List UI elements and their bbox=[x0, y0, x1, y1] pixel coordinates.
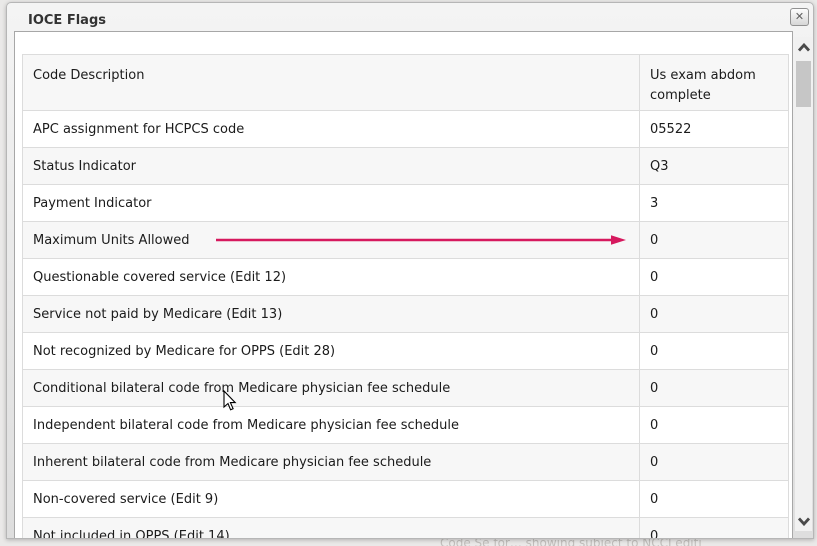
row-value: 0 bbox=[639, 333, 788, 369]
table-row: Maximum Units Allowed 0 bbox=[23, 221, 788, 258]
row-value: 0 bbox=[639, 259, 788, 295]
table-row: Non-covered service (Edit 9) 0 bbox=[23, 480, 788, 517]
scrollbar-thumb[interactable] bbox=[796, 61, 811, 107]
close-icon: ✕ bbox=[794, 10, 805, 23]
row-label: Independent bilateral code from Medicare… bbox=[33, 417, 460, 433]
table-row: Not recognized by Medicare for OPPS (Edi… bbox=[23, 332, 788, 369]
row-value: 0 bbox=[639, 222, 788, 258]
column-header-code-description: Code Description bbox=[33, 68, 145, 83]
chevron-up-icon bbox=[797, 42, 810, 51]
dialog-title: IOCE Flags bbox=[28, 13, 106, 28]
row-value: 3 bbox=[639, 185, 788, 221]
row-label: Inherent bilateral code from Medicare ph… bbox=[33, 454, 432, 470]
scroll-up-button[interactable] bbox=[795, 37, 812, 57]
table-row: Inherent bilateral code from Medicare ph… bbox=[23, 443, 788, 480]
row-label: Questionable covered service (Edit 12) bbox=[33, 269, 287, 285]
row-label: Maximum Units Allowed bbox=[23, 222, 639, 258]
dialog-titlebar: IOCE Flags ✕ bbox=[7, 3, 813, 30]
row-value: 0 bbox=[639, 518, 788, 538]
row-label: Conditional bilateral code from Medicare… bbox=[33, 380, 451, 396]
table-row: Payment Indicator 3 bbox=[23, 184, 788, 221]
table-header-row: Code Description Us exam abdom complete bbox=[23, 55, 788, 110]
row-label: Not recognized by Medicare for OPPS (Edi… bbox=[33, 343, 336, 359]
background-page-text: Code Se for… showing subject to NCCI edi… bbox=[440, 536, 702, 546]
row-value: 0 bbox=[639, 370, 788, 406]
row-value: 0 bbox=[639, 444, 788, 480]
table-row: Questionable covered service (Edit 12) 0 bbox=[23, 258, 788, 295]
ioce-flags-table: Code Description Us exam abdom complete … bbox=[22, 54, 789, 539]
table-row: Status Indicator Q3 bbox=[23, 147, 788, 184]
table-row: Conditional bilateral code from Medicare… bbox=[23, 369, 788, 406]
row-label: Not included in OPPS (Edit 14) bbox=[33, 528, 230, 539]
row-value: 0 bbox=[639, 481, 788, 517]
scroll-down-button[interactable] bbox=[795, 511, 812, 531]
row-label: Service not paid by Medicare (Edit 13) bbox=[33, 306, 283, 322]
row-value: 0 bbox=[639, 407, 788, 443]
table-rows: APC assignment for HCPCS code 05522 Stat… bbox=[23, 110, 788, 539]
table-row: Independent bilateral code from Medicare… bbox=[23, 406, 788, 443]
column-header-procedure: Us exam abdom complete bbox=[639, 55, 788, 110]
ioce-flags-dialog: IOCE Flags ✕ Code Description Us exam ab… bbox=[6, 2, 814, 539]
row-value: 05522 bbox=[639, 111, 788, 147]
table-row: Service not paid by Medicare (Edit 13) 0 bbox=[23, 295, 788, 332]
row-label: Non-covered service (Edit 9) bbox=[33, 491, 219, 507]
table-row: Not included in OPPS (Edit 14) 0 bbox=[23, 517, 788, 539]
annotation-arrow-icon bbox=[216, 235, 626, 245]
row-label: Status Indicator bbox=[33, 158, 137, 174]
vertical-scrollbar[interactable] bbox=[795, 37, 812, 531]
dialog-content: Code Description Us exam abdom complete … bbox=[14, 31, 793, 539]
close-button[interactable]: ✕ bbox=[790, 8, 809, 26]
row-label: APC assignment for HCPCS code bbox=[33, 121, 245, 137]
row-value: Q3 bbox=[639, 148, 788, 184]
row-label: Payment Indicator bbox=[33, 195, 152, 211]
chevron-down-icon bbox=[797, 517, 810, 526]
row-value: 0 bbox=[639, 296, 788, 332]
table-row: APC assignment for HCPCS code 05522 bbox=[23, 110, 788, 147]
